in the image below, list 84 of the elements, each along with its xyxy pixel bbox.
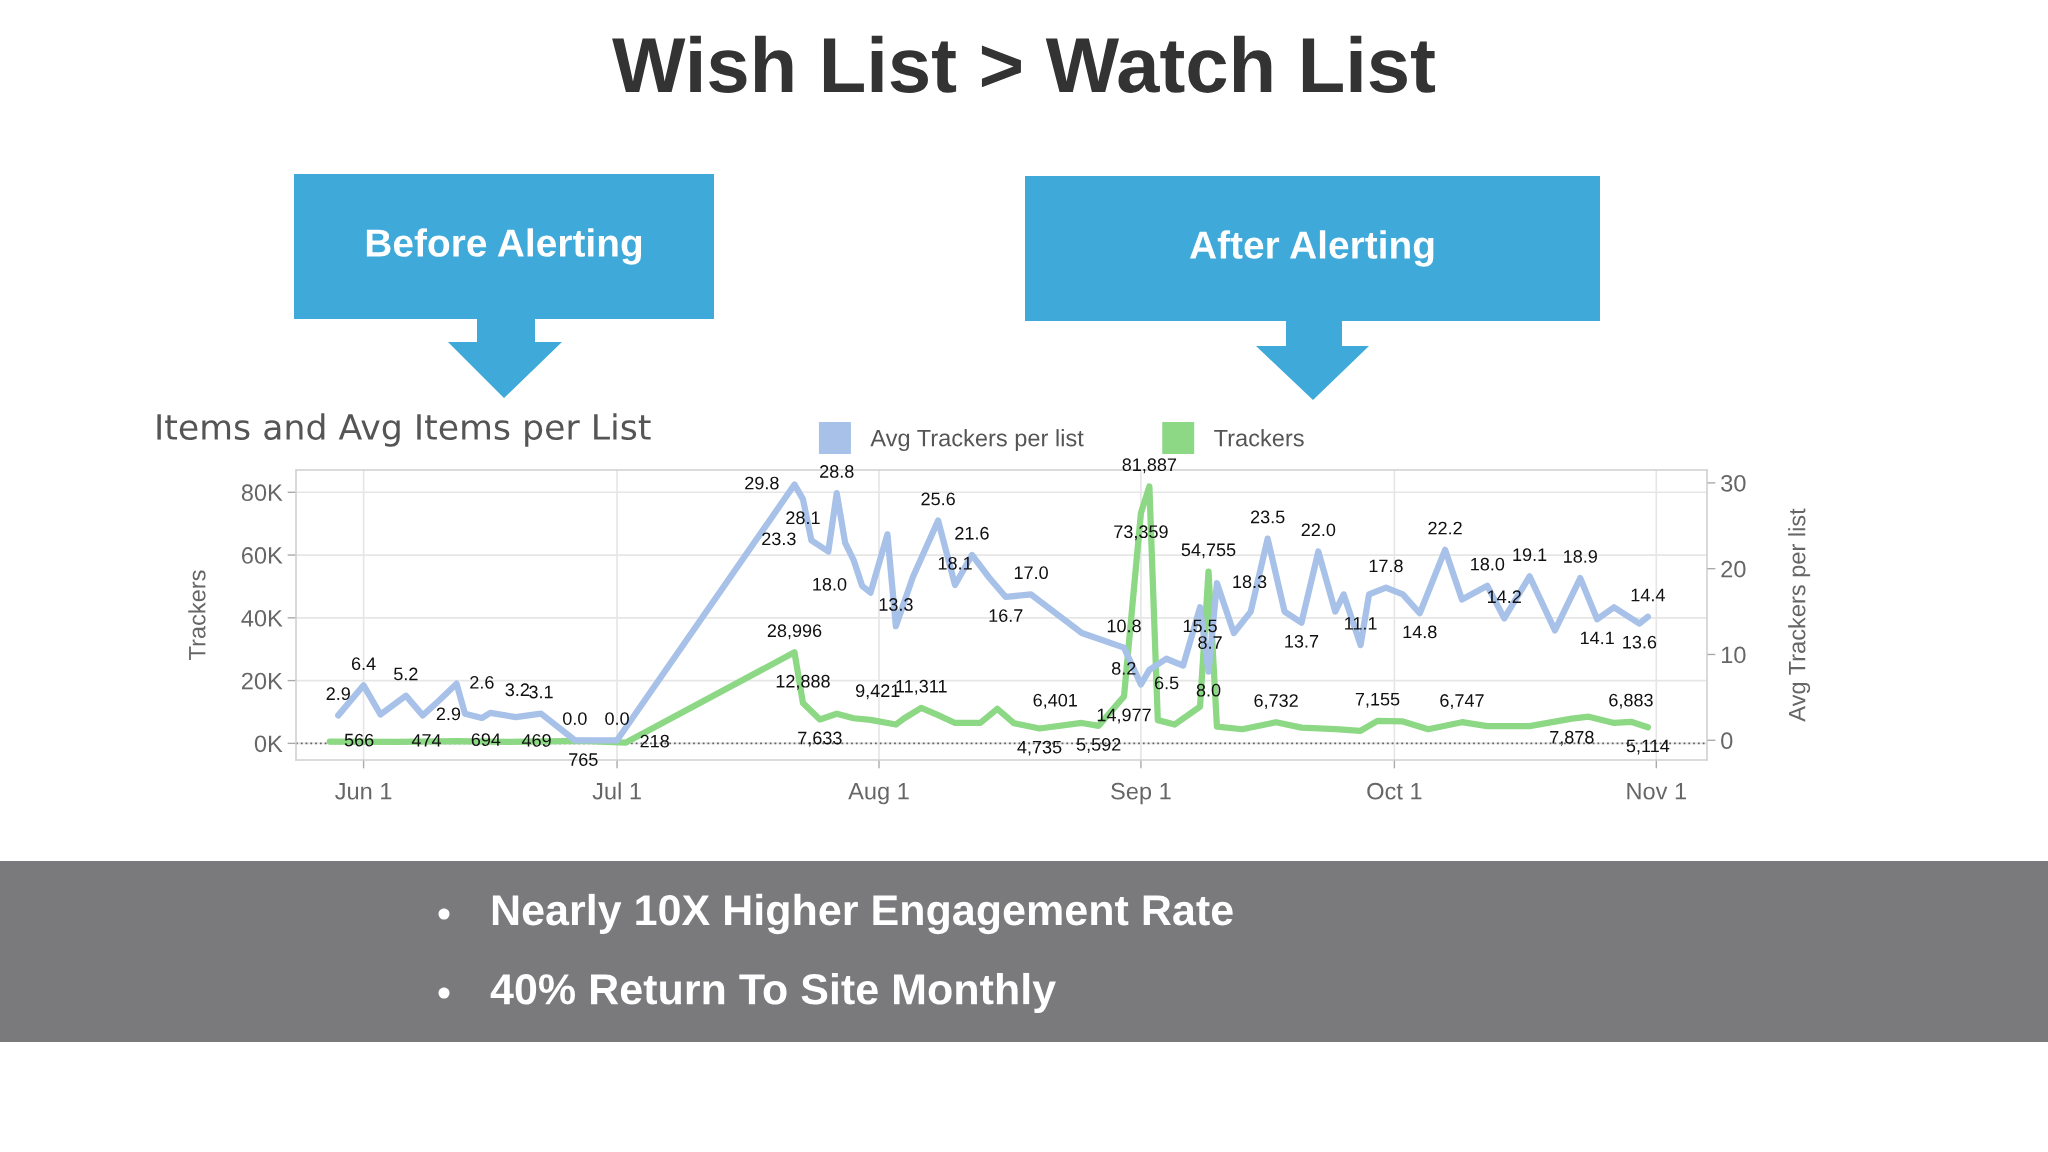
data-label: 25.6 — [921, 492, 955, 506]
y2-tick-label: 10 — [1721, 646, 1746, 664]
text: Nearly 10X Higher Engagement Rate — [492, 893, 1233, 935]
data-label: 54,755 — [1181, 543, 1236, 559]
data-label: 5,114 — [1626, 739, 1670, 755]
data-label: 7,878 — [1550, 730, 1594, 746]
x-tick-label: Sep 1 — [1111, 782, 1171, 805]
data-label: 14.4 — [1631, 588, 1665, 602]
data-label: 18.0 — [1471, 557, 1505, 571]
data-label: 18.1 — [938, 556, 972, 570]
data-label: 6,747 — [1440, 694, 1484, 710]
data-label: 22.2 — [1428, 521, 1462, 535]
y2-tick-label: 20 — [1721, 560, 1746, 578]
data-label: 28.8 — [820, 465, 854, 478]
text: After Alerting — [1189, 230, 1434, 267]
text: Before Alerting — [366, 228, 642, 265]
data-label: 17.8 — [1369, 559, 1403, 573]
data-label: 81,887 — [1122, 458, 1177, 474]
data-label: 6.5 — [1154, 676, 1179, 690]
data-label: 14.8 — [1403, 625, 1437, 639]
data-label: 0.0 — [562, 712, 587, 725]
y-tick-label: 60K — [242, 547, 283, 564]
data-label: 16.7 — [989, 609, 1023, 622]
data-label: 14.2 — [1488, 590, 1521, 603]
data-label: 73,359 — [1114, 525, 1168, 541]
data-label: 8.2 — [1111, 661, 1136, 675]
x-tick-label: Jun 1 — [335, 783, 392, 800]
y-tick-label: 80K — [241, 484, 283, 502]
x-tick-label: Jul 1 — [592, 782, 641, 800]
data-label: 3.2 — [505, 683, 529, 697]
data-label: 28.1 — [786, 511, 820, 525]
y-axis-title: Trackers — [188, 570, 206, 660]
data-label: 11.1 — [1345, 617, 1377, 630]
y2-axis-title: Avg Trackers per list — [1788, 508, 1811, 722]
y2-tick-label: 0 — [1721, 732, 1733, 750]
y-tick-label: 20K — [241, 672, 283, 690]
data-label: 23.3 — [762, 532, 796, 546]
data-label: 23.5 — [1250, 510, 1285, 524]
data-label: 7,633 — [798, 731, 842, 747]
data-label: 6,883 — [1609, 693, 1653, 709]
data-label: 12,888 — [776, 674, 830, 690]
data-label: 7,155 — [1355, 693, 1400, 708]
data-label: 5.2 — [394, 667, 418, 681]
data-label: 17.0 — [1014, 566, 1048, 580]
legend-label: Avg Trackers per list — [870, 429, 1084, 452]
y-tick-label: 40K — [241, 609, 283, 627]
y-tick-label: 0K — [254, 735, 283, 753]
data-label: 21.6 — [955, 526, 989, 540]
data-label: 14.1 — [1580, 631, 1614, 645]
data-label: 3.1 — [529, 685, 553, 699]
data-label: 15.5 — [1183, 619, 1217, 633]
data-label: 8.7 — [1198, 636, 1222, 649]
chart-subtitle: Items and Avg Items per List — [157, 413, 651, 447]
data-label: 29.8 — [745, 476, 779, 490]
x-tick-label: Nov 1 — [1627, 783, 1686, 800]
data-label: 0.0 — [605, 712, 629, 725]
data-label: 10.8 — [1107, 619, 1141, 633]
data-label: 13.6 — [1623, 635, 1657, 649]
data-label: 218 — [640, 734, 669, 748]
data-label: 8.0 — [1196, 683, 1221, 697]
data-label: 4,735 — [1017, 740, 1062, 756]
y2-tick-label: 30 — [1721, 474, 1746, 492]
x-tick-label: Oct 1 — [1367, 782, 1422, 800]
data-label: 2.9 — [326, 687, 350, 701]
data-label: 5,592 — [1076, 738, 1121, 753]
data-label: 18.3 — [1233, 575, 1267, 589]
data-label: 18.0 — [813, 577, 847, 591]
data-label: 18.9 — [1564, 550, 1597, 563]
data-label: 13.7 — [1285, 634, 1319, 648]
data-label: 2.6 — [470, 675, 494, 689]
data-label: 13.3 — [879, 598, 913, 611]
chart-title: Wish List > Watch List — [612, 35, 1436, 93]
data-label: 19.1 — [1513, 548, 1547, 562]
legend-label: Trackers — [1214, 429, 1304, 447]
data-label: 6.4 — [351, 657, 376, 671]
x-tick-label: Aug 1 — [848, 783, 909, 805]
data-label: 6,732 — [1254, 694, 1298, 710]
data-label: 765 — [569, 753, 598, 766]
data-label: 2.9 — [436, 707, 461, 721]
data-label: 6,401 — [1033, 693, 1077, 709]
data-label: 22.0 — [1301, 523, 1336, 537]
text: 40% Return To Site Monthly — [490, 972, 1056, 1014]
data-label: 14,977 — [1097, 708, 1151, 724]
data-label: 28,996 — [767, 624, 822, 640]
